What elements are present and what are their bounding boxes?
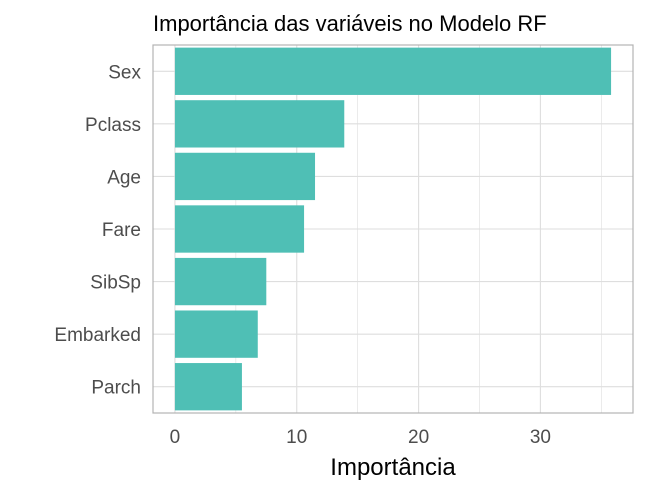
x-tick-label: 0: [170, 427, 181, 448]
y-tick-label: SibSp: [90, 273, 141, 294]
y-tick-label: Sex: [108, 62, 141, 83]
x-tick-label: 10: [286, 427, 307, 448]
chart-title: Importância das variáveis no Modelo RF: [153, 11, 547, 36]
x-axis-title: Importância: [330, 454, 456, 481]
bar-pclass: [174, 100, 345, 148]
panel-border: [152, 44, 634, 414]
bar-parch: [174, 363, 242, 411]
y-tick-label: Embarked: [54, 325, 141, 346]
y-tick-label: Pclass: [85, 115, 141, 136]
x-tick-label: 30: [530, 427, 551, 448]
bar-sex: [174, 47, 612, 95]
y-tick-label: Fare: [102, 220, 141, 241]
y-tick-label: Age: [107, 167, 141, 188]
x-tick-label: 20: [408, 427, 429, 448]
bars: [174, 47, 612, 411]
y-tick-label: Parch: [91, 378, 141, 399]
y-axis-labels: Sex Pclass Age Fare SibSp Embarked Parch: [54, 62, 141, 398]
bar-fare: [174, 205, 305, 253]
bar-age: [174, 152, 316, 201]
bar-sibsp: [174, 257, 267, 306]
bar-embarked: [174, 310, 258, 358]
x-axis-labels: 0 10 20 30: [170, 427, 551, 448]
